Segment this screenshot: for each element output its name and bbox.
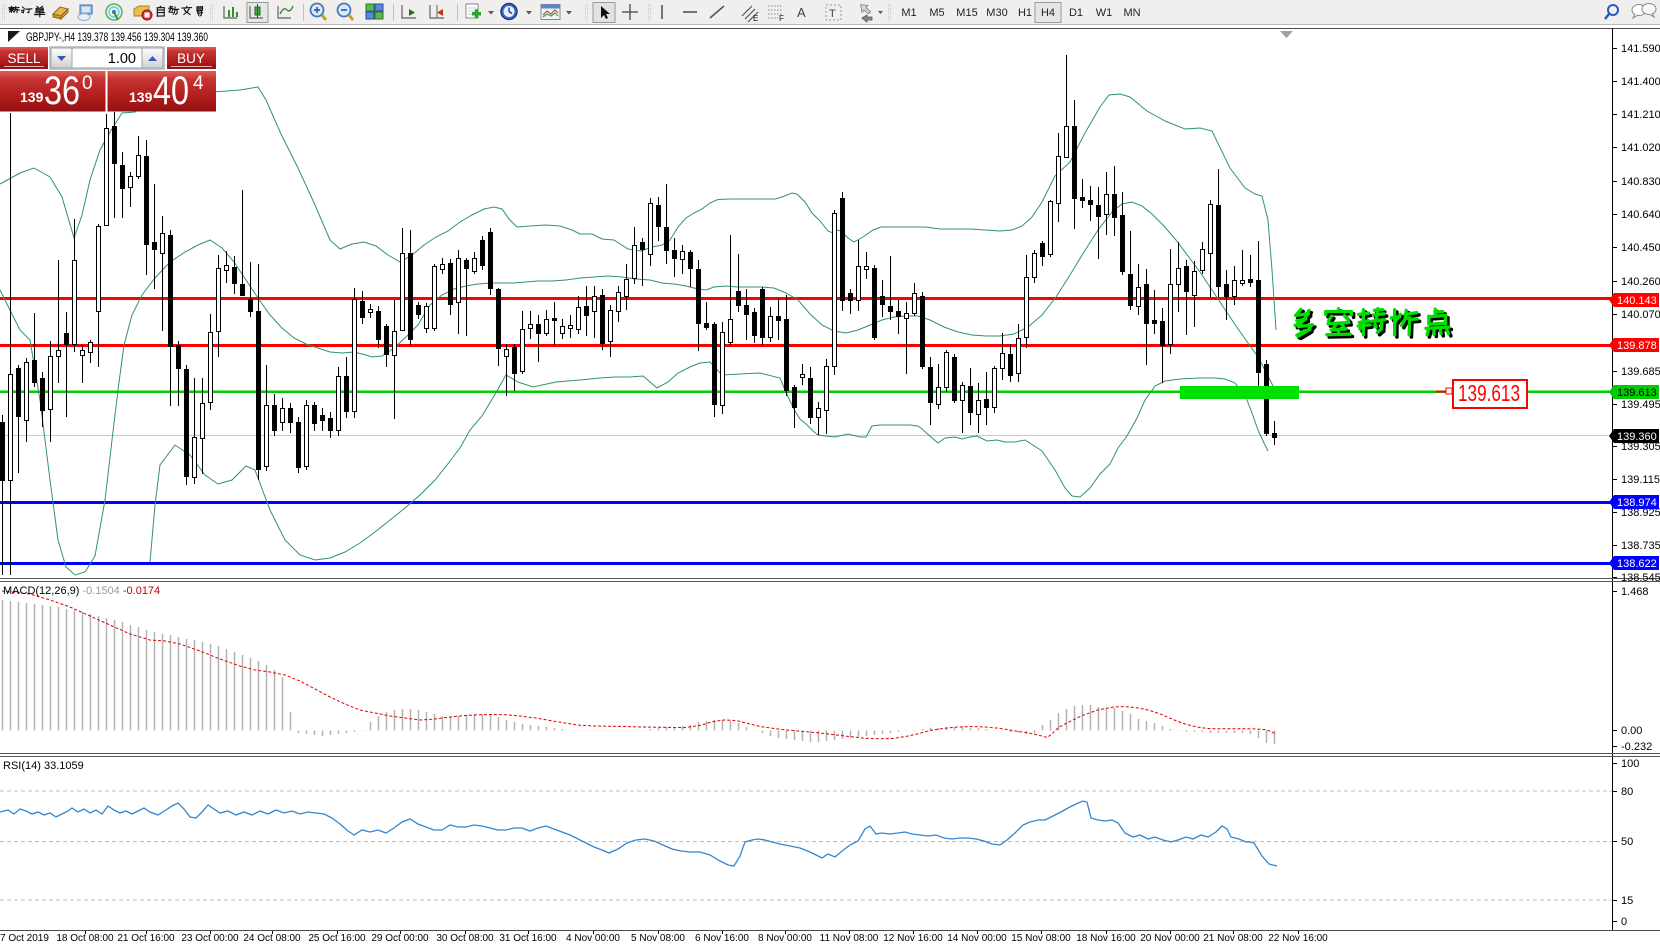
svg-text:SELL: SELL: [7, 51, 41, 66]
svg-text:A: A: [797, 5, 806, 20]
svg-text:40: 40: [153, 69, 189, 113]
svg-text:139.613: 139.613: [1458, 380, 1520, 406]
svg-text:0: 0: [82, 73, 93, 94]
svg-text:139.495: 139.495: [1621, 399, 1660, 411]
svg-text:15: 15: [1621, 895, 1633, 907]
svg-text:15 Nov 08:00: 15 Nov 08:00: [1011, 933, 1071, 944]
svg-text:GBPJPY-,H4 139.378 139.456 13: GBPJPY-,H4 139.378 139.456 139.304 139.3…: [26, 30, 208, 44]
svg-text:RSI(14) 33.1059: RSI(14) 33.1059: [3, 760, 84, 772]
svg-text:0.00: 0.00: [1621, 725, 1642, 737]
svg-text:80: 80: [1621, 786, 1633, 798]
svg-text:11 Nov 08:00: 11 Nov 08:00: [820, 933, 879, 944]
svg-text:29 Oct 00:00: 29 Oct 00:00: [371, 933, 429, 944]
svg-text:30 Oct 08:00: 30 Oct 08:00: [436, 933, 494, 944]
svg-text:141.590: 141.590: [1621, 43, 1660, 55]
svg-text:0: 0: [1621, 916, 1627, 928]
svg-text:5 Nov 08:00: 5 Nov 08:00: [631, 933, 685, 944]
svg-text:14 Nov 00:00: 14 Nov 00:00: [947, 933, 1007, 944]
svg-text:1.00: 1.00: [108, 51, 136, 67]
svg-text:F: F: [779, 14, 784, 23]
svg-text:140.260: 140.260: [1621, 276, 1660, 288]
svg-text:139.613: 139.613: [1617, 387, 1657, 399]
svg-text:140.450: 140.450: [1621, 242, 1660, 254]
svg-text:21 Oct 16:00: 21 Oct 16:00: [117, 933, 175, 944]
svg-text:140.830: 140.830: [1621, 176, 1660, 188]
svg-text:M1: M1: [901, 7, 916, 19]
svg-text:12 Nov 16:00: 12 Nov 16:00: [883, 933, 943, 944]
svg-text:1.468: 1.468: [1621, 586, 1649, 598]
svg-text:138.545: 138.545: [1621, 572, 1660, 584]
svg-text:139: 139: [20, 89, 44, 105]
svg-text:141.400: 141.400: [1621, 76, 1660, 88]
svg-text:100: 100: [1621, 758, 1639, 770]
svg-text:141.020: 141.020: [1621, 142, 1660, 154]
svg-text:138.622: 138.622: [1617, 558, 1657, 570]
svg-text:18 Oct 08:00: 18 Oct 08:00: [56, 933, 114, 944]
svg-text:M30: M30: [986, 7, 1007, 19]
svg-text:24 Oct 08:00: 24 Oct 08:00: [243, 933, 301, 944]
svg-text:BUY: BUY: [177, 51, 205, 66]
svg-text:MN: MN: [1123, 7, 1140, 19]
svg-text:MACD(12,26,9) -0.1504 -0.0174: MACD(12,26,9) -0.1504 -0.0174: [3, 585, 160, 597]
svg-text:138.974: 138.974: [1617, 497, 1657, 509]
svg-text:31 Oct 16:00: 31 Oct 16:00: [499, 933, 557, 944]
svg-text:138.925: 138.925: [1621, 507, 1660, 519]
svg-text:22 Nov 16:00: 22 Nov 16:00: [1268, 933, 1328, 944]
svg-text:36: 36: [44, 69, 80, 113]
svg-text:25 Oct 16:00: 25 Oct 16:00: [308, 933, 366, 944]
svg-text:21 Nov 08:00: 21 Nov 08:00: [1203, 933, 1263, 944]
svg-text:8 Nov 00:00: 8 Nov 00:00: [758, 933, 812, 944]
svg-text:139.115: 139.115: [1621, 474, 1660, 486]
svg-text:T: T: [829, 8, 836, 20]
svg-text:M5: M5: [929, 7, 944, 19]
svg-text:23 Oct 00:00: 23 Oct 00:00: [181, 933, 239, 944]
svg-text:139.360: 139.360: [1617, 431, 1657, 443]
svg-text:140.143: 140.143: [1617, 295, 1657, 307]
svg-text:7 Oct 2019: 7 Oct 2019: [0, 933, 49, 944]
svg-text:18 Nov 16:00: 18 Nov 16:00: [1076, 933, 1136, 944]
svg-text:H4: H4: [1041, 7, 1055, 19]
svg-text:139: 139: [129, 89, 153, 105]
svg-text:141.210: 141.210: [1621, 109, 1660, 121]
svg-text:E: E: [753, 14, 758, 23]
svg-text:140.070: 140.070: [1621, 309, 1660, 321]
svg-text:139.878: 139.878: [1617, 340, 1657, 352]
svg-text:4: 4: [193, 73, 204, 94]
svg-text:W1: W1: [1096, 7, 1113, 19]
svg-text:139.685: 139.685: [1621, 366, 1660, 378]
svg-text:-0.232: -0.232: [1621, 741, 1652, 753]
svg-text:M15: M15: [956, 7, 977, 19]
svg-text:140.640: 140.640: [1621, 209, 1660, 221]
svg-text:H1: H1: [1018, 7, 1032, 19]
svg-text:6 Nov 16:00: 6 Nov 16:00: [695, 933, 749, 944]
svg-text:D1: D1: [1069, 7, 1083, 19]
svg-text:139.305: 139.305: [1621, 441, 1660, 453]
svg-text:138.735: 138.735: [1621, 540, 1660, 552]
svg-text:20 Nov 00:00: 20 Nov 00:00: [1140, 933, 1200, 944]
svg-text:50: 50: [1621, 836, 1633, 848]
svg-text:4 Nov 00:00: 4 Nov 00:00: [566, 933, 620, 944]
